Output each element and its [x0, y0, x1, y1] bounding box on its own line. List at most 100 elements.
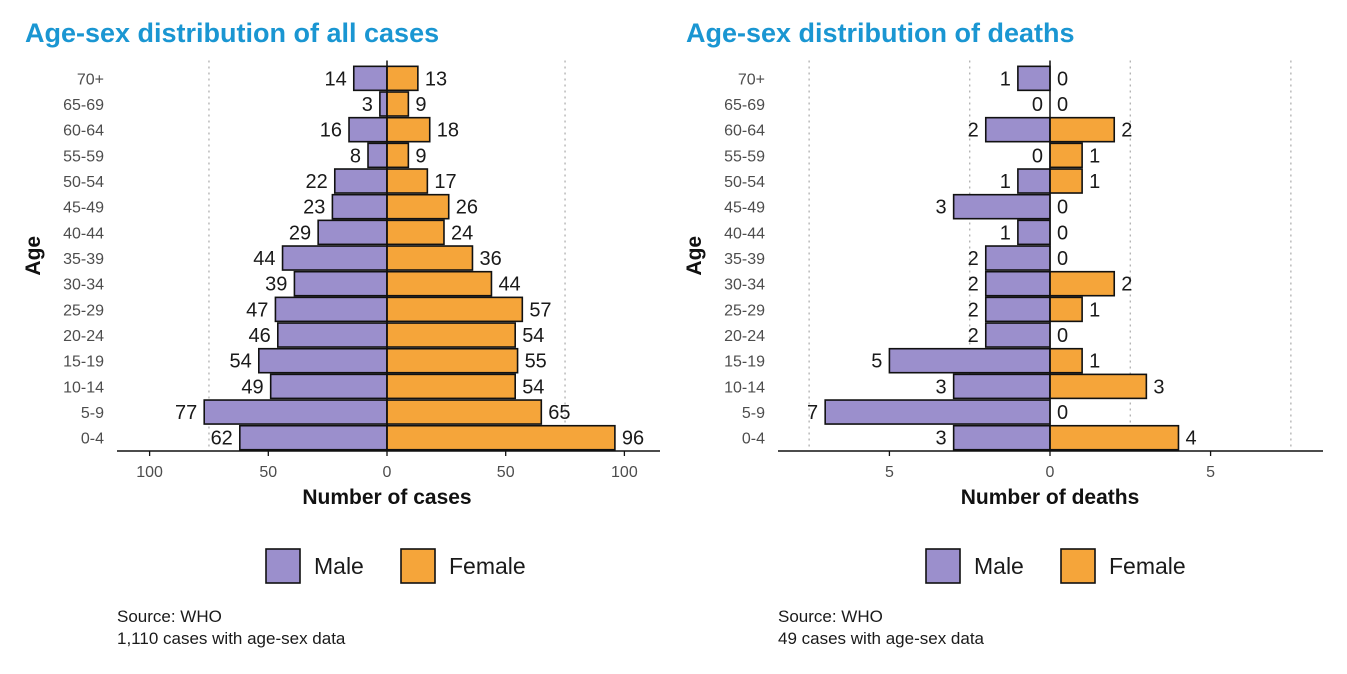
female-value-label: 0	[1057, 248, 1068, 270]
y-tick-label: 45-49	[63, 200, 104, 217]
female-value-label: 9	[415, 145, 426, 167]
y-tick-label: 40-44	[63, 225, 104, 242]
male-bar-50-54	[1017, 168, 1051, 194]
male-value-label: 49	[241, 376, 263, 398]
female-bar-60-64	[386, 116, 431, 143]
male-value-label: 54	[230, 351, 252, 373]
male-bar-70+	[1017, 65, 1051, 92]
male-bar-25-29	[984, 296, 1051, 323]
male-value-label: 2	[968, 325, 979, 347]
legend-female-swatch	[1060, 548, 1096, 584]
x-tick-label: 100	[611, 464, 638, 481]
deaths-chart: 3 40-47 05-93 310-145 115-192 020-242 125-292 2…	[683, 60, 1323, 584]
deaths-source: Source: WHO	[778, 607, 883, 626]
y-tick-label: 55-59	[724, 148, 765, 165]
y-tick-label: 60-64	[724, 123, 765, 140]
male-bar-20-24	[984, 322, 1051, 348]
female-bar-5-9	[386, 399, 543, 425]
female-bar-60-64	[1049, 116, 1116, 143]
female-bar-55-59	[386, 142, 410, 169]
female-value-label: 3	[1153, 376, 1164, 398]
female-value-label: 36	[479, 248, 501, 270]
female-value-label: 4	[1185, 428, 1196, 450]
male-value-label: 22	[306, 171, 328, 193]
female-value-label: 17	[434, 171, 456, 193]
y-tick-label: 15-19	[63, 354, 104, 371]
female-value-label: 0	[1057, 94, 1068, 116]
female-value-label: 1	[1089, 145, 1100, 167]
male-value-label: 2	[968, 299, 979, 321]
female-bar-50-54	[386, 168, 429, 194]
male-value-label: 7	[807, 402, 818, 424]
y-tick-label: 25-29	[724, 302, 765, 319]
x-tick-label: 5	[1206, 464, 1215, 481]
male-bar-60-64	[348, 116, 388, 143]
y-axis-title: Age	[22, 236, 45, 276]
y-tick-label: 10-14	[63, 379, 104, 396]
female-bar-40-44	[386, 219, 445, 246]
female-value-label: 57	[529, 299, 551, 321]
female-value-label: 9	[415, 94, 426, 116]
y-tick-label: 30-34	[724, 277, 765, 294]
male-value-label: 1	[1000, 68, 1011, 90]
female-value-label: 96	[622, 428, 644, 450]
female-bar-0-4	[1049, 424, 1180, 451]
male-value-label: 46	[249, 325, 271, 347]
female-value-label: 65	[548, 402, 570, 424]
male-value-label: 1	[1000, 171, 1011, 193]
male-value-label: 3	[362, 94, 373, 116]
y-tick-label: 0-4	[81, 431, 104, 448]
female-value-label: 0	[1057, 222, 1068, 244]
male-bar-45-49	[952, 193, 1051, 220]
female-bar-50-54	[1049, 168, 1083, 194]
y-tick-label: 0-4	[742, 431, 765, 448]
male-bar-25-29	[274, 296, 388, 323]
male-value-label: 2	[968, 248, 979, 270]
legend-male-swatch	[925, 548, 961, 584]
y-tick-label: 50-54	[63, 174, 104, 191]
x-tick-label: 50	[259, 464, 277, 481]
female-value-label: 2	[1121, 120, 1132, 142]
male-value-label: 0	[1032, 145, 1043, 167]
male-bar-60-64	[984, 116, 1051, 143]
x-axis-title: Number of deaths	[961, 486, 1140, 509]
male-value-label: 77	[175, 402, 197, 424]
deaths-source-note: Source: WHO 49 cases with age-sex data	[778, 606, 984, 650]
cases-chart: 62 96 0-4 77 65 5-9 49 54 10-14 54 55 15-19 46 54 20-2…	[22, 60, 660, 584]
legend-male-swatch	[265, 548, 301, 584]
female-bar-10-14	[1049, 373, 1148, 400]
male-bar-20-24	[276, 322, 388, 348]
legend-female-swatch	[400, 548, 436, 584]
legend-female-label: Female	[1109, 553, 1186, 579]
male-value-label: 44	[253, 248, 275, 270]
male-value-label: 0	[1032, 94, 1043, 116]
x-axis-title: Number of cases	[302, 486, 471, 509]
y-tick-label: 65-69	[63, 97, 104, 114]
male-bar-10-14	[269, 373, 388, 400]
y-tick-label: 20-24	[63, 328, 104, 345]
male-bar-35-39	[281, 245, 388, 271]
y-tick-label: 30-34	[63, 277, 104, 294]
cases-chart-title: Age-sex distribution of all cases	[25, 18, 440, 48]
female-bar-35-39	[386, 245, 474, 271]
cases-source: Source: WHO	[117, 607, 222, 626]
female-value-label: 0	[1057, 325, 1068, 347]
female-bar-10-14	[386, 373, 516, 400]
y-axis-title: Age	[683, 236, 706, 276]
male-bar-0-4	[239, 424, 388, 451]
male-value-label: 8	[350, 145, 361, 167]
y-tick-label: 65-69	[724, 97, 765, 114]
male-value-label: 5	[871, 351, 882, 373]
y-tick-label: 5-9	[81, 405, 104, 422]
male-value-label: 23	[303, 197, 325, 219]
female-bar-70+	[386, 65, 419, 92]
female-bar-20-24	[386, 322, 516, 348]
deaths-chart-title: Age-sex distribution of deaths	[686, 18, 1075, 48]
male-bar-15-19	[258, 347, 388, 374]
legend-male-label: Male	[314, 553, 364, 579]
cases-count-note: 1,110 cases with age-sex data	[117, 629, 346, 648]
female-value-label: 13	[425, 68, 447, 90]
female-bar-30-34	[386, 270, 493, 297]
male-bar-40-44	[317, 219, 388, 246]
female-bar-0-4	[386, 424, 616, 451]
